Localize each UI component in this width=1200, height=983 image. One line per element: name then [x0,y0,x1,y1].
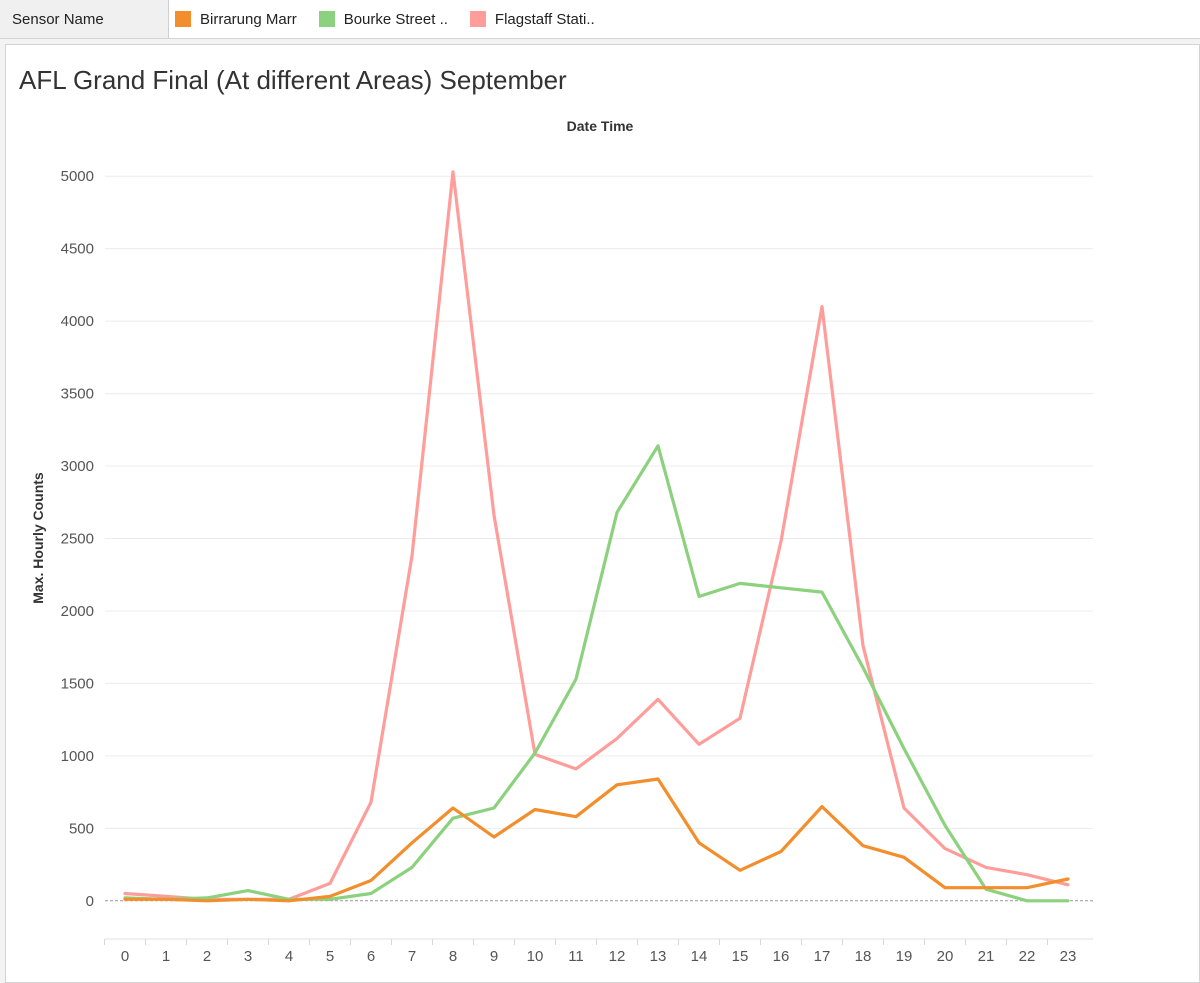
x-axis-ticks: 0 1 2 3 4 5 6 7 8 9 10 11 12 13 14 15 16 17 18 19 20 21 22 23 [104,938,1093,965]
y-tick-label: 4500 [61,241,94,258]
y-tick-label: 3500 [61,386,94,403]
x-tick-label: 14 [691,948,708,965]
legend-item-bourke-street[interactable]: Bourke Street .. [318,10,448,28]
legend-swatch [469,11,486,27]
x-tick-label: 22 [1019,948,1036,965]
x-tick-label: 10 [527,948,544,965]
y-tick-label: 1500 [61,675,94,692]
legend-item-birrarung-marr[interactable]: Birrarung Marr [175,11,297,28]
legend-swatch [175,11,191,27]
x-tick-label: 13 [650,948,667,965]
x-tick-label: 17 [814,948,831,965]
x-tick-label: 0 [121,948,129,965]
chart-title: AFL Grand Final (At different Areas) Sep… [19,65,567,95]
legend-item-label: Birrarung Marr [200,10,297,28]
series-line-birrarung-marr[interactable] [123,777,1070,903]
x-tick-label: 4 [285,948,293,965]
y-tick-label: 2500 [61,531,94,548]
x-axis-title: Date Time [567,118,634,134]
y-tick-label: 3000 [61,458,94,475]
x-tick-label: 6 [367,948,375,965]
y-tick-label: 2000 [61,603,94,620]
x-tick-label: 3 [244,948,252,965]
y-tick-label: 5000 [61,168,94,185]
x-tick-label: 20 [937,948,954,965]
legend-item-label: Bourke Street .. [343,10,448,28]
legend-field-label: Sensor Name [0,0,169,38]
chart-panel: AFL Grand Final (At different Areas) Sep… [5,44,1200,983]
x-tick-label: 16 [773,948,790,965]
legend-item-flagstaff-station[interactable]: Flagstaff Stati.. [469,10,595,28]
y-tick-label: 1000 [61,748,94,765]
y-axis-title: Max. Hourly Counts [30,472,46,604]
x-tick-label: 12 [609,948,626,965]
legend-items: Birrarung Marr Bourke Street .. Flagstaf… [169,0,617,38]
x-tick-label: 1 [162,948,170,965]
x-tick-label: 9 [490,948,498,965]
x-tick-label: 2 [203,948,211,965]
x-tick-label: 19 [896,948,913,965]
series-lines [123,170,1070,903]
y-tick-label: 500 [69,820,94,837]
x-tick-label: 8 [449,948,457,965]
x-tick-label: 18 [855,948,872,965]
legend-bar: Sensor Name Birrarung Marr Bourke Street… [0,0,1200,39]
x-tick-label: 23 [1060,948,1077,965]
series-line-bourke-street[interactable] [123,444,1070,903]
legend-swatch [318,11,335,27]
x-tick-label: 15 [732,948,749,965]
y-tick-label: 4000 [61,313,94,330]
x-tick-label: 7 [408,948,416,965]
y-tick-label: 0 [86,893,94,910]
legend-item-label: Flagstaff Stati.. [494,10,595,28]
grid-lines [105,175,1093,902]
y-axis-ticks: 0 500 1000 1500 2000 2500 3000 3500 4000 4500 5000 [61,168,94,910]
x-tick-label: 11 [568,948,584,965]
x-tick-label: 5 [326,948,334,965]
x-tick-label: 21 [978,948,995,965]
